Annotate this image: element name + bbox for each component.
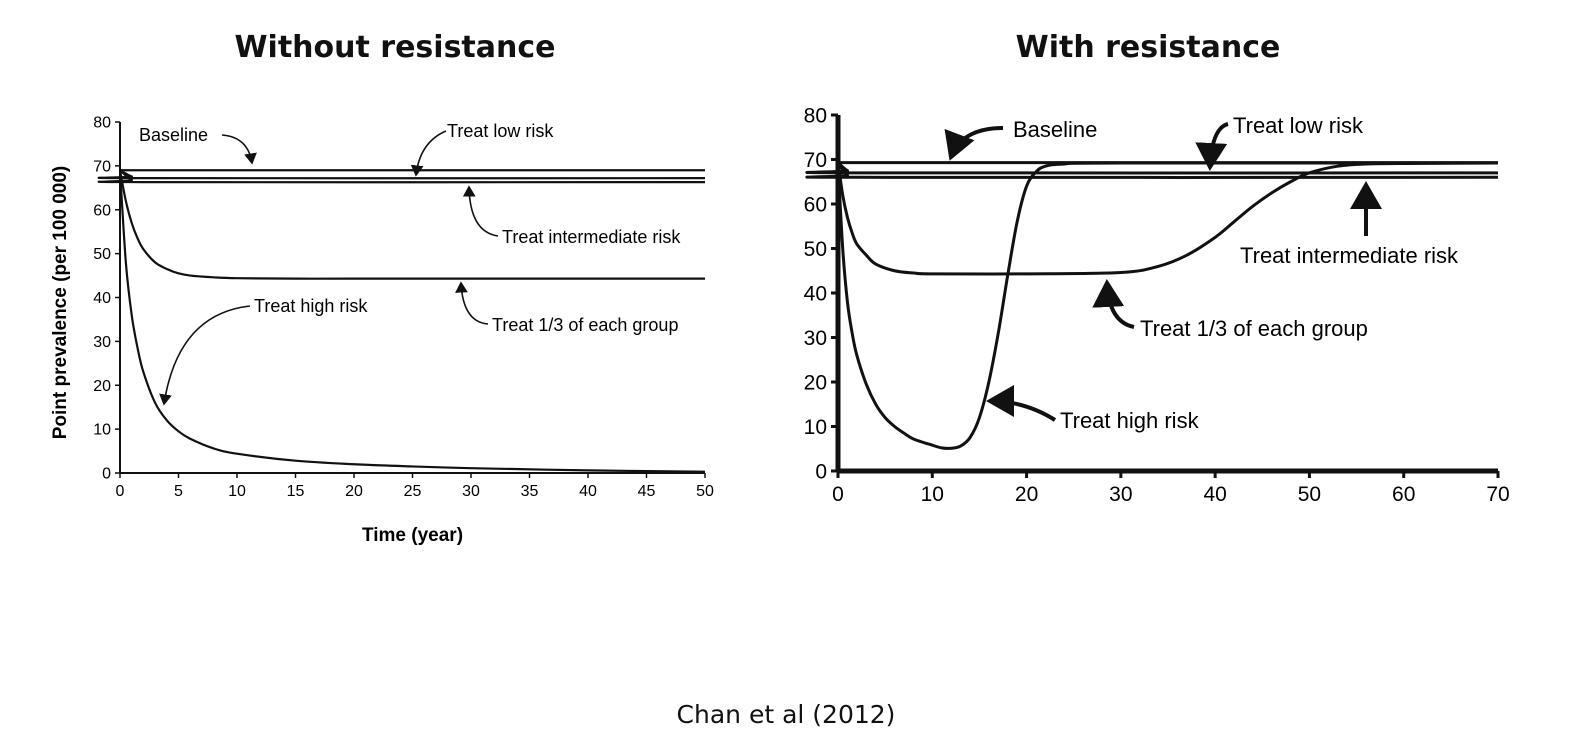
- y-tick-label: 80: [804, 104, 827, 127]
- annotation-arrow-treat-low-risk: [410, 130, 447, 177]
- right-chart: 0 10 20 30 40 50 60 70 80 0 10 20 30 40 50 60 70: [804, 104, 1510, 506]
- x-tick-label: 50: [696, 483, 714, 500]
- y-tick-label: 10: [804, 416, 827, 439]
- y-axis-label: Point prevalence (per 100 000): [50, 166, 71, 440]
- annotation-arrow-treat-1-3-of-each-group: [455, 281, 489, 325]
- annotation-label-treat-low-risk: Treat low risk: [447, 121, 554, 141]
- annotation-arrow-treat-low-risk: [1195, 122, 1229, 171]
- x-tick-label: 30: [1109, 483, 1132, 506]
- annotation-arrow-baseline: [944, 126, 1004, 161]
- x-tick-label: 40: [579, 483, 597, 500]
- series-line-treat-high-risk: [836, 161, 1499, 450]
- y-tick-label: 70: [804, 149, 827, 172]
- series-line-treat-1-3-of-each-group: [118, 170, 705, 280]
- x-tick-label: 40: [1203, 483, 1226, 506]
- x-tick-label: 20: [1015, 483, 1038, 506]
- series-line-treat-1-3-of-each-group: [836, 161, 1499, 276]
- x-tick-label: 15: [287, 483, 305, 500]
- y-tick-label: 50: [804, 238, 827, 261]
- series-line-treat-intermediate-risk: [805, 161, 1499, 179]
- y-tick-label: 60: [804, 193, 827, 216]
- x-tick-label: 10: [228, 483, 246, 500]
- y-tick-label: 40: [804, 282, 827, 305]
- y-tick-label: 50: [93, 246, 111, 263]
- y-tick-label: 70: [93, 158, 111, 175]
- x-tick-label: 5: [174, 483, 183, 500]
- annotation-arrow-treat-high-risk: [159, 305, 251, 406]
- x-tick-label: 60: [1392, 483, 1415, 506]
- chart-annotations: Baseline Treat low risk Treat intermediate…: [139, 113, 1459, 433]
- annotation-arrow-baseline: [221, 134, 257, 165]
- x-tick-label: 20: [345, 483, 363, 500]
- annotation-label-treat-1-3-of-each-group: Treat 1/3 of each group: [492, 315, 678, 335]
- series-line-treat-low-risk: [805, 161, 1499, 175]
- y-tick-label: 30: [804, 327, 827, 350]
- y-tick-label: 60: [93, 202, 111, 219]
- annotation-label-treat-intermediate-risk: Treat intermediate risk: [502, 227, 681, 247]
- annotation-arrow-treat-high-risk: [986, 385, 1057, 422]
- left-chart-title: Without resistance: [234, 30, 556, 65]
- annotation-label-treat-low-risk: Treat low risk: [1233, 113, 1364, 138]
- series-line-treat-low-risk: [97, 169, 706, 180]
- annotation-label-baseline: Baseline: [139, 125, 208, 145]
- y-tick-label: 40: [93, 290, 111, 307]
- series-line-treat-high-risk: [118, 170, 706, 473]
- x-tick-label: 0: [832, 483, 844, 506]
- y-tick-label: 20: [93, 378, 111, 395]
- annotation-arrow-treat-1-3-of-each-group: [1092, 279, 1135, 329]
- annotation-arrow-treat-intermediate-risk: [462, 185, 499, 237]
- y-tick-label: 10: [93, 422, 111, 439]
- x-tick-label: 10: [921, 483, 944, 506]
- y-tick-label: 0: [102, 466, 111, 483]
- x-tick-label: 30: [462, 483, 480, 500]
- annotation-label-treat-intermediate-risk: Treat intermediate risk: [1240, 243, 1459, 268]
- x-tick-label: 70: [1486, 483, 1509, 506]
- right-chart-title: With resistance: [1015, 30, 1281, 65]
- figure-caption: Chan et al (2012): [676, 700, 896, 729]
- annotation-label-baseline: Baseline: [1013, 117, 1097, 142]
- y-tick-label: 20: [804, 371, 827, 394]
- y-tick-label: 80: [93, 115, 111, 132]
- annotation-label-treat-high-risk: Treat high risk: [1060, 408, 1200, 433]
- y-tick-label: 30: [93, 334, 111, 351]
- x-tick-label: 0: [116, 483, 125, 500]
- annotation-label-treat-high-risk: Treat high risk: [254, 296, 368, 316]
- y-tick-label: 0: [815, 460, 827, 483]
- x-axis-label: Time (year): [362, 525, 463, 546]
- x-tick-label: 25: [404, 483, 422, 500]
- x-tick-label: 35: [521, 483, 539, 500]
- x-tick-label: 50: [1298, 483, 1321, 506]
- series-line-treat-intermediate-risk: [97, 169, 706, 184]
- annotation-label-treat-1-3-of-each-group: Treat 1/3 of each group: [1140, 316, 1368, 341]
- x-tick-label: 45: [638, 483, 656, 500]
